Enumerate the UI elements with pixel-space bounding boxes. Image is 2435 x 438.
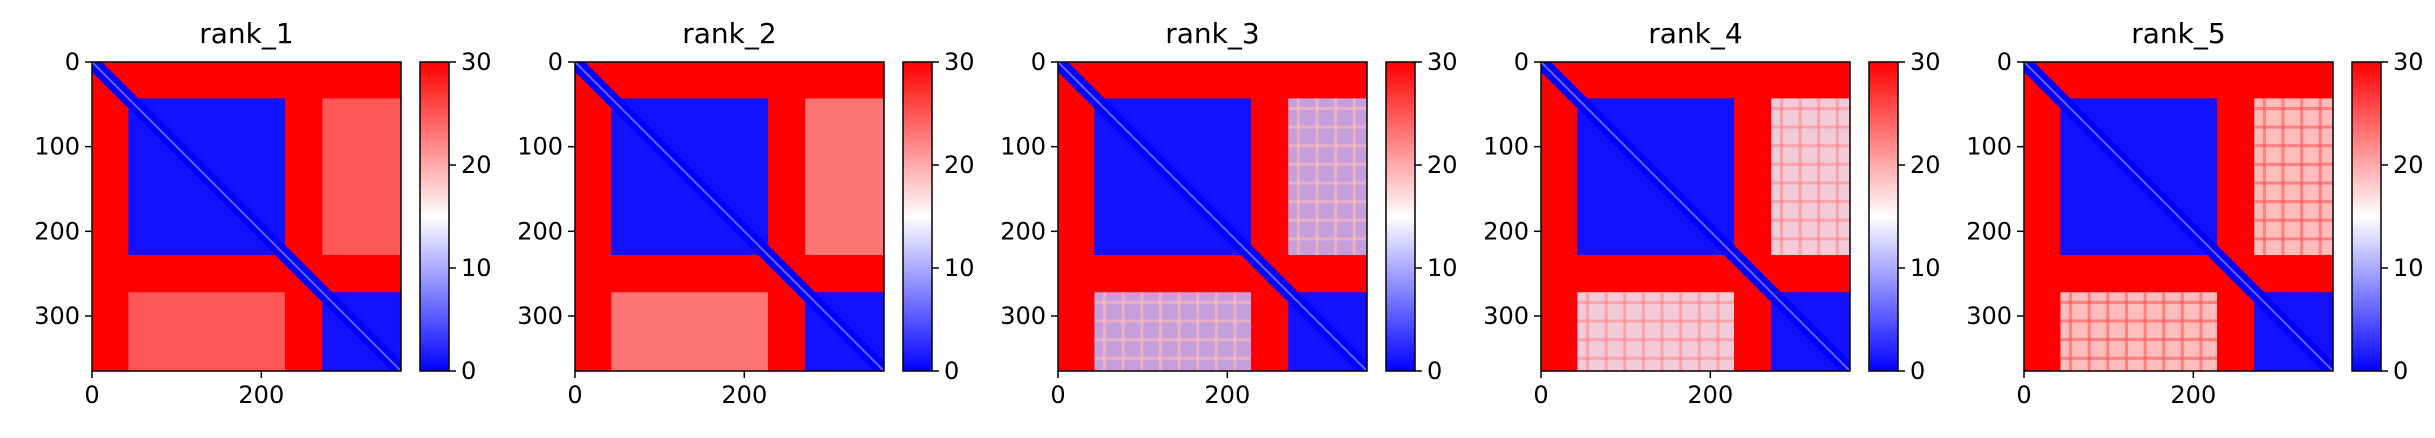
colorbar [1385,61,1416,372]
heatmap-cells [92,62,401,371]
panel-title: rank_5 [2131,17,2225,50]
colorbar-tick-label: 30 [944,48,975,76]
y-tick-label: 100 [517,133,563,161]
panel-rank_5: rank_5 0 200 0 100 200 300 0 10 20 30 [1966,17,2423,409]
colorbar-tick-label: 20 [2393,151,2424,179]
y-tick-label: 0 [1997,48,2012,76]
y-tick-label: 100 [1966,133,2012,161]
panel-rank_3: rank_3 0 200 0 100 200 300 0 10 20 30 [1000,17,1457,409]
interdomain-block-1 [128,292,286,371]
panel-title: rank_3 [1165,17,1259,50]
plot-frame [2023,61,2334,372]
colorbar-tick-label: 0 [461,357,476,385]
colorbar-tick-label: 0 [944,357,959,385]
x-tick-label: 200 [2170,381,2216,409]
panel-rank_1: rank_1 0 200 0 100 200 300 0 10 20 30 [34,17,491,409]
x-tick-label: 200 [721,381,767,409]
panel-title: rank_1 [199,17,293,50]
panel-title: rank_2 [682,17,776,50]
y-tick-label: 300 [1966,302,2012,330]
panel-rank_4: rank_4 0 200 0 100 200 300 0 10 20 30 [1483,17,1940,409]
x-tick-label: 0 [1533,381,1548,409]
colorbar-tick-label: 30 [461,48,492,76]
y-tick-label: 200 [1966,217,2012,245]
x-tick-label: 0 [567,381,582,409]
x-tick-label: 0 [1050,381,1065,409]
heatmap-cells [1541,62,1850,371]
plot-frame [91,61,402,372]
x-tick-label: 0 [2016,381,2031,409]
y-tick-label: 200 [1000,217,1046,245]
colorbar [902,61,933,372]
panel-title: rank_4 [1648,17,1742,50]
y-tick-label: 100 [1000,133,1046,161]
y-tick-label: 100 [1483,133,1529,161]
y-tick-label: 300 [1483,302,1529,330]
y-tick-label: 0 [1514,48,1529,76]
heatmap-cells [1058,62,1367,371]
colorbar-tick-label: 30 [1427,48,1458,76]
colorbar-tick-label: 30 [2393,48,2424,76]
x-tick-label: 200 [238,381,284,409]
y-tick-label: 200 [34,217,80,245]
colorbar [1868,61,1899,372]
interdomain-block-1 [611,292,769,371]
heatmap-cells [575,62,884,371]
colorbar [2351,61,2382,372]
y-tick-label: 0 [65,48,80,76]
interdomain-block-2 [322,98,401,256]
colorbar-tick-label: 10 [1910,254,1941,282]
y-tick-label: 0 [548,48,563,76]
y-tick-label: 200 [517,217,563,245]
y-tick-label: 100 [34,133,80,161]
interdomain-block-2 [805,98,884,256]
colorbar [419,61,450,372]
plot-frame [1540,61,1851,372]
colorbar-tick-label: 10 [1427,254,1458,282]
colorbar-tick-label: 10 [461,254,492,282]
colorbar-tick-label: 20 [461,151,492,179]
colorbar-tick-label: 20 [1427,151,1458,179]
colorbar-tick-label: 10 [944,254,975,282]
x-tick-label: 200 [1204,381,1250,409]
colorbar-tick-label: 0 [1910,357,1925,385]
x-tick-label: 0 [84,381,99,409]
y-tick-label: 0 [1031,48,1046,76]
panel-rank_2: rank_2 0 200 0 100 200 300 0 10 20 30 [517,17,974,409]
y-tick-label: 300 [517,302,563,330]
plot-frame [1057,61,1368,372]
colorbar-tick-label: 30 [1910,48,1941,76]
colorbar-tick-label: 10 [2393,254,2424,282]
y-tick-label: 300 [1000,302,1046,330]
colorbar-tick-label: 0 [2393,357,2408,385]
colorbar-tick-label: 0 [1427,357,1442,385]
x-tick-label: 200 [1687,381,1733,409]
colorbar-tick-label: 20 [944,151,975,179]
y-tick-label: 200 [1483,217,1529,245]
plot-frame [574,61,885,372]
heatmap-cells [2024,62,2333,371]
y-tick-label: 300 [34,302,80,330]
colorbar-tick-label: 20 [1910,151,1941,179]
